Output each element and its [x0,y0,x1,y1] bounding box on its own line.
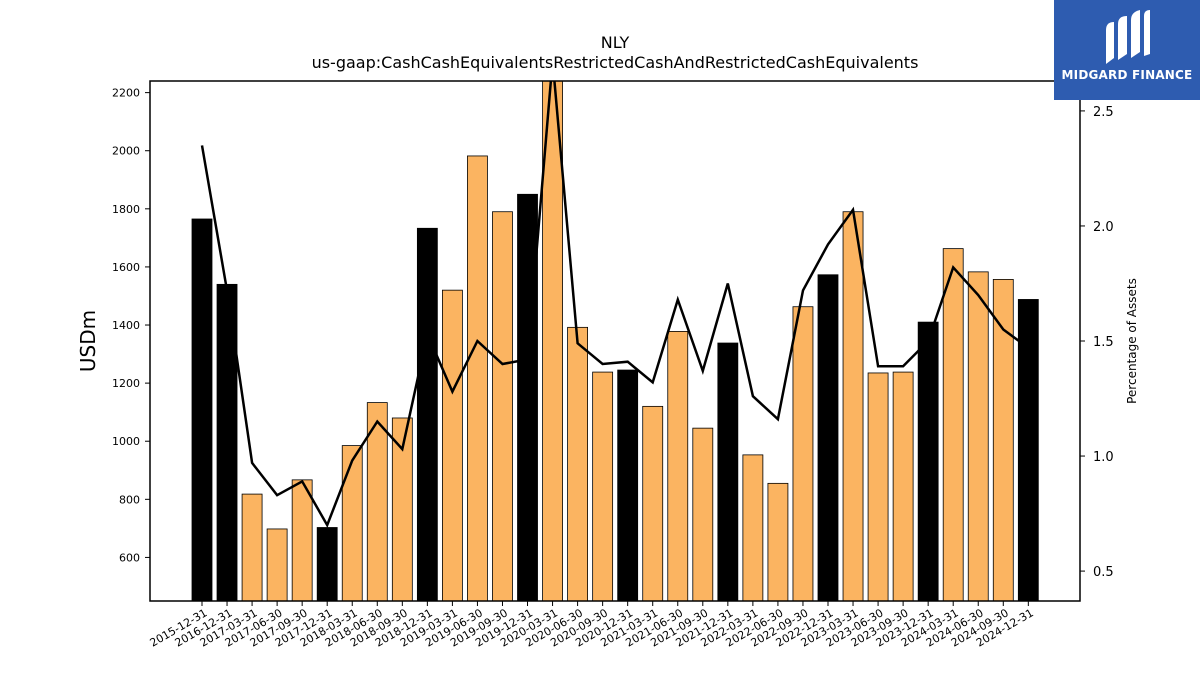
bar [767,482,789,602]
percentage-line [200,81,1030,528]
logo-mark-icon [1106,10,1150,64]
y2-tick-label: 1.5 [1093,335,1114,350]
bar [842,211,864,602]
bar [892,371,914,602]
bar [792,306,814,602]
bar [467,155,488,602]
bar [441,289,463,602]
bar [1017,299,1039,602]
bar [341,445,363,602]
y-tick-label: 2200 [112,87,140,100]
line-group [200,81,1030,528]
bars-group [191,80,1039,602]
y2-axis-label: Percentage of Assets [1125,278,1139,404]
bar [291,479,313,602]
bar [917,321,939,602]
chart-subtitle: us-gaap:CashCashEquivalentsRestrictedCas… [312,53,919,72]
y2-tick-label: 1.0 [1093,450,1114,465]
bar [492,211,513,602]
bar [667,331,689,602]
bar [967,271,989,602]
bar [642,405,664,602]
y-axis-label: USDm [76,310,100,372]
logo-text: MIDGARD FINANCE [1061,68,1193,82]
bar [266,528,288,602]
bar [416,227,438,602]
bar [592,371,614,602]
y2-axis: 0.5 1.0 1.5 2.0 2.5 [1080,105,1114,580]
bar [717,342,739,602]
y-tick-label: 1800 [112,203,140,216]
y2-tick-label: 0.5 [1093,565,1114,580]
bar [517,193,538,602]
bar [191,218,213,602]
y-tick-label: 600 [119,551,140,564]
y-tick-label: 800 [119,493,140,506]
y2-tick-label: 2.5 [1093,105,1114,120]
y-tick-label: 1600 [112,261,140,274]
x-axis: 2015-12-312016-12-312017-03-312017-06-30… [148,601,1036,650]
bar [241,493,263,602]
bar [942,248,964,602]
bar [742,454,764,602]
bar [867,372,889,602]
y2-tick-label: 2.0 [1093,220,1114,235]
bar [817,274,839,602]
chart-title: NLY [601,33,630,52]
y-axis: 600 800 1000 1200 1400 1600 1800 2000 2200 [112,87,150,564]
y-tick-label: 1200 [112,377,140,390]
plot-frame [149,80,1081,602]
bar [692,427,714,602]
bar [617,369,639,602]
y-tick-label: 1400 [112,319,140,332]
bar [567,326,588,602]
bar [316,527,338,602]
midgard-finance-logo: MIDGARD FINANCE [1054,0,1200,100]
y-tick-label: 1000 [112,435,140,448]
y-tick-label: 2000 [112,145,140,158]
